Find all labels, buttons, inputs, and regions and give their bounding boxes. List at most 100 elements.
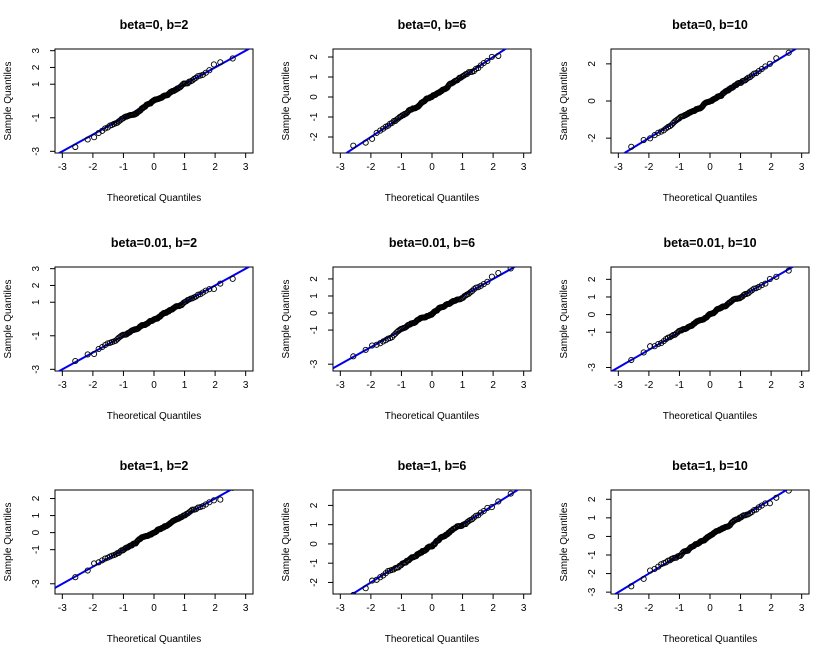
x-tick-label: 1: [182, 380, 188, 391]
y-tick-label: 1: [309, 293, 320, 299]
y-axis-label: Sample Quantiles: [281, 280, 292, 359]
y-tick-label: 0: [587, 311, 598, 317]
x-tick-label: 1: [460, 380, 466, 391]
x-tick-label: 2: [212, 380, 218, 391]
x-axis-label: Theoretical Quantiles: [385, 634, 480, 645]
data-point: [84, 351, 91, 358]
x-tick-label: 2: [768, 603, 774, 614]
data-point: [187, 508, 194, 515]
panel-title: beta=0, b=2: [120, 18, 189, 32]
y-axis-label: Sample Quantiles: [281, 62, 292, 141]
x-tick-label: -3: [614, 380, 623, 391]
data-point: [112, 337, 119, 344]
data-point: [95, 345, 102, 353]
data-point: [362, 346, 369, 353]
data-point: [766, 60, 773, 67]
x-tick-label: -2: [366, 380, 375, 391]
y-tick-label: -2: [587, 569, 598, 578]
x-tick-label: 2: [212, 603, 218, 614]
panel-title: beta=0, b=10: [672, 18, 748, 32]
y-axis-label: Sample Quantiles: [559, 503, 570, 582]
data-points: [72, 55, 236, 151]
panel-title: beta=0.01, b=10: [663, 236, 756, 250]
panel-title: beta=0.01, b=6: [389, 236, 475, 250]
data-point: [773, 55, 780, 62]
x-tick-label: 1: [738, 380, 744, 391]
x-tick-label: -2: [88, 603, 97, 614]
data-point: [369, 342, 376, 349]
x-axis-label: Theoretical Quantiles: [385, 411, 480, 422]
data-point: [762, 500, 769, 507]
x-tick-label: 3: [521, 603, 527, 614]
data-point: [189, 506, 196, 513]
data-point: [785, 490, 792, 494]
x-tick-label: -2: [366, 603, 375, 614]
data-point: [350, 353, 357, 360]
data-point: [462, 292, 469, 299]
data-point: [467, 289, 474, 296]
data-point: [229, 275, 236, 282]
data-point: [350, 591, 357, 594]
data-point: [746, 74, 754, 81]
data-point: [785, 49, 792, 56]
x-tick-label: -2: [644, 603, 653, 614]
data-point: [647, 343, 654, 350]
y-tick-label: 0: [587, 533, 598, 539]
y-tick-label: 1: [309, 74, 320, 80]
panel-title: beta=1, b=6: [398, 459, 467, 473]
x-tick-label: 1: [182, 162, 188, 173]
data-point: [72, 574, 79, 581]
x-tick-label: -3: [336, 162, 345, 173]
x-tick-label: 3: [521, 380, 527, 391]
y-tick-label: 1: [31, 81, 42, 87]
data-point: [210, 285, 217, 292]
data-point: [384, 122, 392, 129]
y-tick-label: -2: [309, 132, 320, 141]
data-point: [762, 63, 769, 70]
x-axis-label: Theoretical Quantiles: [663, 634, 758, 645]
y-tick-label: 1: [587, 515, 598, 521]
data-points: [628, 490, 792, 590]
data-point: [388, 119, 396, 126]
y-tick-label: 0: [31, 529, 42, 535]
x-tick-label: 3: [799, 162, 805, 173]
panel-title: beta=1, b=2: [120, 459, 189, 473]
y-tick-label: 0: [309, 541, 320, 547]
x-tick-label: -3: [58, 380, 67, 391]
data-point: [465, 518, 472, 525]
x-tick-label: -2: [366, 162, 375, 173]
data-point: [84, 136, 91, 143]
x-tick-label: -1: [397, 162, 406, 173]
data-points: [628, 267, 792, 364]
data-point: [743, 75, 750, 82]
x-tick-label: 0: [429, 162, 435, 173]
data-point: [377, 574, 384, 581]
x-tick-label: 2: [490, 380, 496, 391]
qq-panel-9: beta=1, b=10 -3 -2 -1 0 1 2 3 Theoretical Quanti…: [559, 459, 810, 645]
qq-panel-2: beta=0, b=6 -3 -2 -1 0 1 2 3 Theoretical Quantil…: [281, 18, 532, 204]
data-point: [72, 357, 79, 365]
qq-panel-8: beta=1, b=6 -3 -2 -1 0 1 2 3 Theoretical Quantil…: [281, 459, 532, 645]
x-tick-label: 0: [707, 162, 713, 173]
x-tick-label: -2: [644, 162, 653, 173]
data-point: [647, 135, 654, 142]
data-point: [464, 70, 471, 78]
x-tick-label: 1: [460, 162, 466, 173]
data-point: [755, 283, 762, 291]
x-tick-label: 3: [799, 380, 805, 391]
y-axis-label: Sample Quantiles: [281, 503, 292, 582]
data-points: [350, 52, 502, 149]
x-tick-label: 2: [490, 162, 496, 173]
x-tick-label: 3: [799, 603, 805, 614]
data-point: [206, 286, 213, 293]
data-point: [112, 551, 119, 558]
x-tick-label: 0: [151, 380, 157, 391]
data-point: [202, 287, 209, 294]
y-tick-label: -1: [309, 558, 320, 567]
y-tick-label: -1: [31, 331, 42, 340]
x-tick-label: -2: [88, 162, 97, 173]
x-tick-label: -1: [119, 380, 128, 391]
y-tick-label: 2: [587, 276, 598, 282]
y-tick-label: -3: [31, 579, 42, 588]
